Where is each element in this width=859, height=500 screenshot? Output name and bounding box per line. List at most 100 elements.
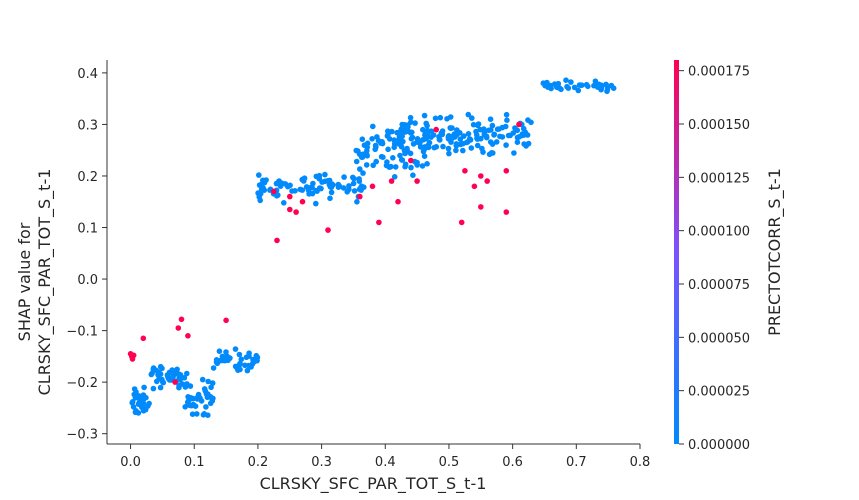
data-point	[457, 136, 464, 142]
colorbar-ticks: 0.000000 0.000025 0.000050 0.000075 0.000100…	[679, 65, 750, 453]
data-point	[237, 361, 243, 367]
data-point	[398, 126, 405, 132]
data-point	[351, 188, 358, 194]
data-point	[140, 400, 147, 407]
x-tick-label: 0.4	[375, 455, 396, 470]
data-point	[370, 123, 376, 130]
data-point	[378, 140, 384, 146]
x-tick-label: 0.0	[120, 455, 141, 470]
data-point	[414, 136, 421, 142]
data-point	[578, 82, 584, 88]
data-point	[608, 82, 615, 89]
data-point-high	[271, 188, 277, 195]
data-point	[210, 365, 217, 371]
data-point	[207, 393, 214, 400]
data-point-high	[458, 219, 465, 226]
data-point-high	[414, 178, 420, 184]
data-point	[363, 162, 370, 168]
data-point	[503, 142, 509, 148]
data-point	[140, 392, 147, 398]
data-point-high	[185, 333, 191, 339]
data-point-high	[433, 126, 440, 133]
data-point	[514, 134, 521, 141]
data-point	[474, 142, 481, 149]
data-point	[277, 180, 284, 187]
x-axis-ticks: 0.0 0.1 0.2 0.3 0.4 0.5 0.6 0.7 0.8	[120, 444, 650, 470]
data-point	[473, 128, 479, 135]
data-point	[493, 139, 500, 145]
data-point	[205, 378, 211, 385]
data-point-high	[478, 204, 484, 210]
data-point	[575, 87, 582, 94]
data-point	[397, 134, 404, 141]
data-point-high	[503, 168, 510, 174]
data-point	[394, 129, 400, 136]
colorbar: 0.000000 0.000025 0.000050 0.000075 0.000100…	[674, 60, 785, 453]
data-point	[477, 126, 484, 133]
data-point	[190, 395, 196, 402]
data-point-high	[388, 178, 395, 184]
data-point	[466, 136, 473, 142]
data-point	[422, 130, 429, 137]
data-point	[393, 139, 400, 145]
y-tick-label: −0.2	[66, 376, 98, 391]
data-point	[132, 395, 139, 401]
data-point	[219, 353, 226, 360]
data-point	[177, 377, 183, 383]
x-tick-label: 0.8	[630, 455, 651, 470]
data-point	[374, 134, 380, 140]
data-point	[449, 135, 455, 141]
data-point-high	[462, 168, 468, 174]
data-point	[511, 150, 517, 156]
data-point	[446, 150, 452, 157]
data-point	[232, 346, 239, 352]
data-point	[309, 190, 316, 197]
data-point	[181, 375, 188, 381]
data-point	[524, 132, 531, 138]
data-point	[478, 135, 484, 142]
scatter-points	[127, 77, 617, 419]
data-point	[357, 166, 363, 172]
data-point	[223, 349, 229, 355]
data-point-high	[357, 193, 363, 200]
data-point	[525, 140, 532, 147]
data-point	[154, 378, 160, 385]
data-point	[423, 120, 430, 127]
data-point	[475, 121, 482, 127]
data-point	[503, 111, 510, 118]
data-point	[194, 411, 200, 417]
data-point	[188, 402, 194, 409]
data-point	[440, 143, 446, 150]
data-point	[373, 144, 379, 150]
data-point	[344, 189, 351, 195]
data-point	[356, 186, 363, 193]
data-point	[327, 184, 334, 190]
data-point	[414, 162, 421, 168]
data-point	[469, 115, 475, 121]
data-point	[238, 356, 245, 363]
data-point	[355, 148, 361, 154]
data-point	[150, 365, 157, 371]
data-point	[350, 174, 356, 181]
data-point	[255, 172, 262, 178]
data-point	[465, 131, 472, 137]
data-point	[431, 144, 438, 151]
data-point	[385, 146, 391, 153]
data-point-high	[471, 183, 478, 190]
data-point	[209, 380, 216, 386]
colorbar-gradient	[674, 60, 679, 444]
data-point	[157, 384, 164, 391]
data-point	[305, 185, 311, 192]
data-point-high	[293, 209, 299, 215]
data-point	[318, 185, 324, 192]
colorbar-tick-label: 0.000100	[688, 225, 750, 240]
data-point	[141, 384, 147, 391]
y-tick-label: 0.1	[77, 222, 98, 237]
data-point	[468, 145, 475, 151]
x-tick-label: 0.6	[502, 455, 523, 470]
data-point-high	[140, 335, 147, 342]
data-point	[313, 200, 319, 207]
x-tick-label: 0.3	[311, 455, 332, 470]
data-point	[453, 147, 459, 154]
data-point	[514, 139, 521, 145]
